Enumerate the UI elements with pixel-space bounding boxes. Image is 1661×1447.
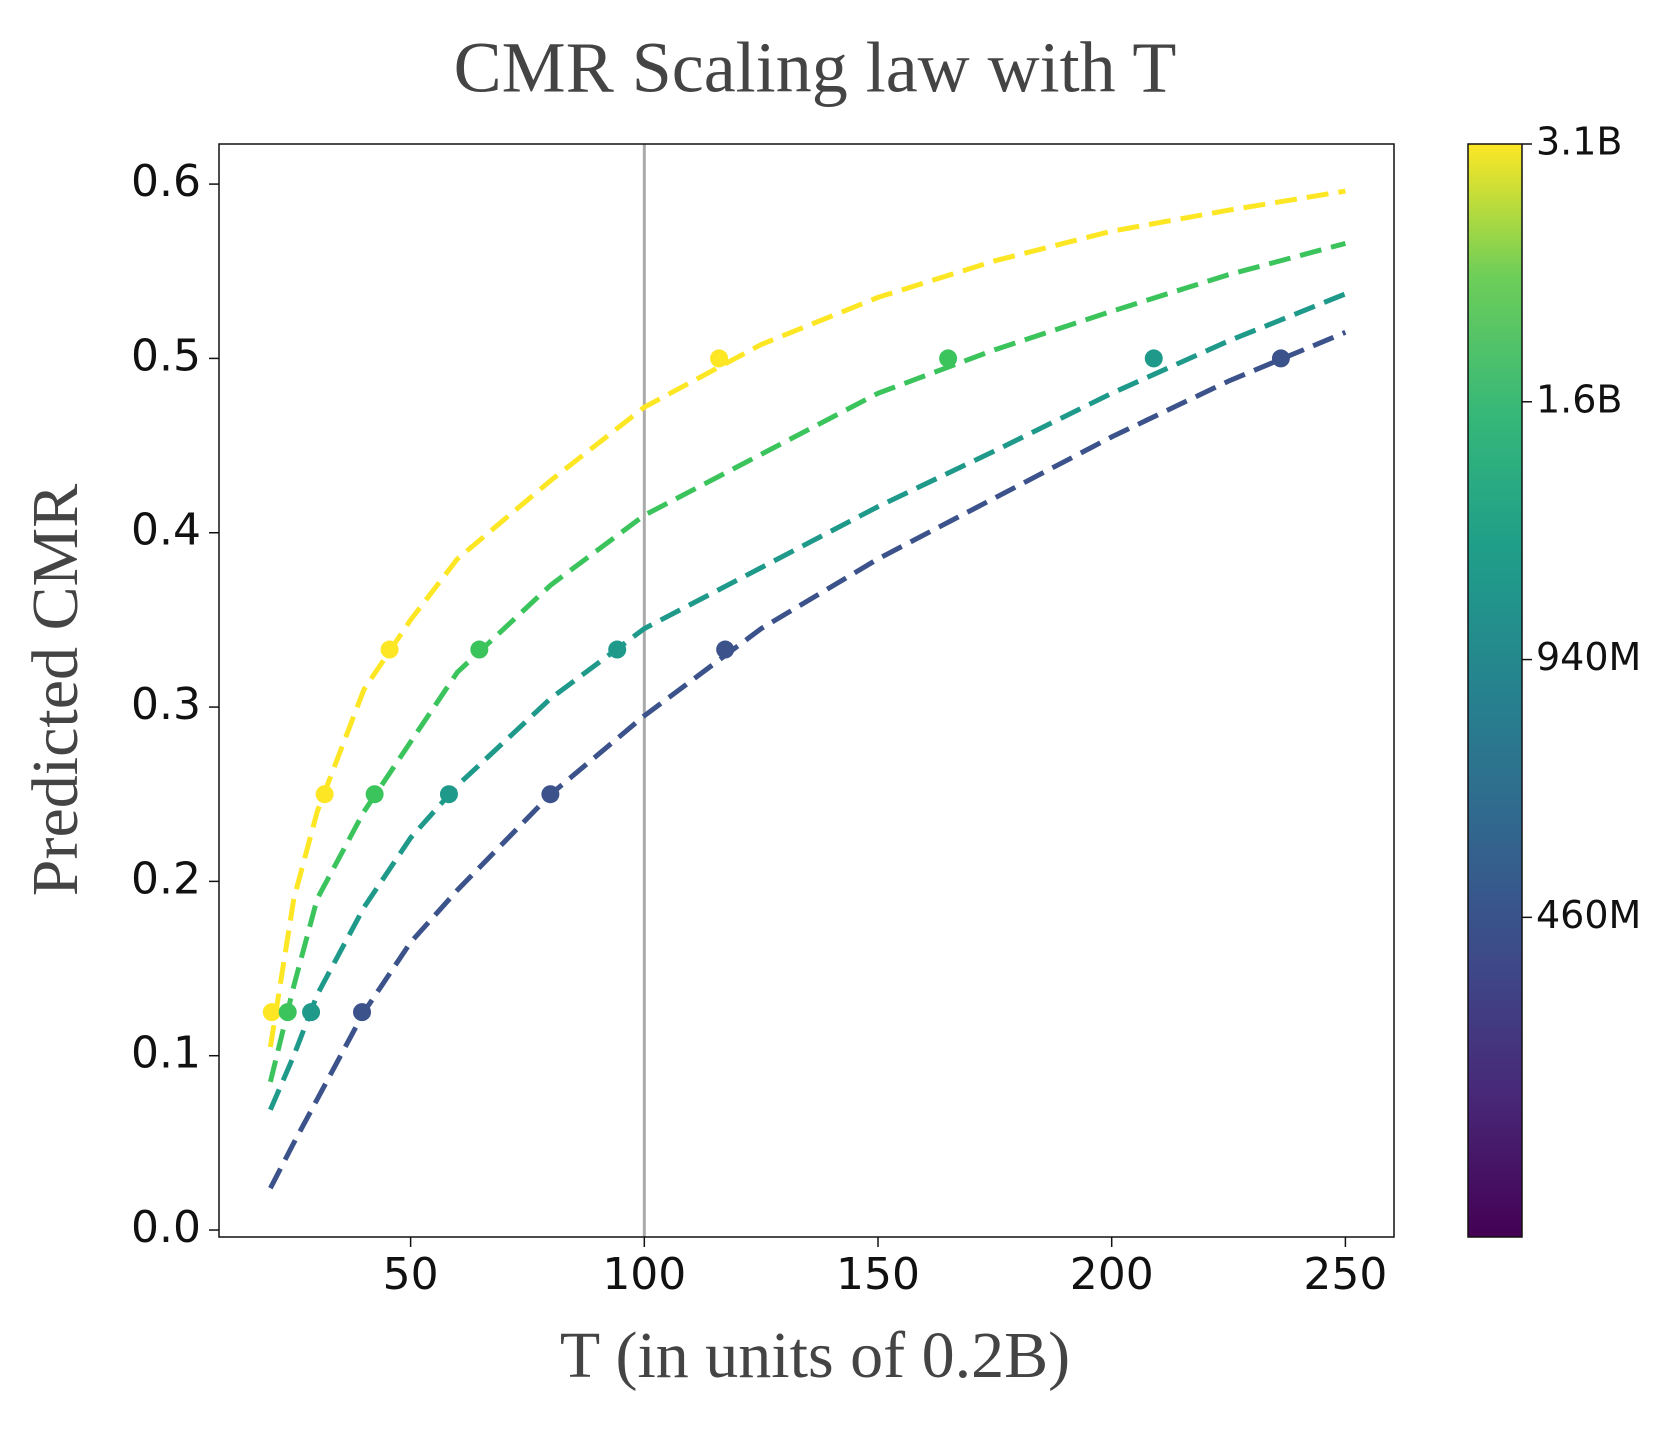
data-point: [380, 640, 399, 659]
fit-curve: [267, 240, 1347, 1083]
data-point: [541, 785, 560, 804]
y-tick-label: 0.6: [131, 156, 201, 207]
data-point: [278, 1003, 297, 1022]
fit-curve: [268, 291, 1347, 1111]
data-point: [262, 1003, 281, 1022]
data-point: [470, 640, 489, 659]
data-point: [302, 1003, 321, 1022]
colorbar: [1467, 143, 1523, 1238]
y-axis-label: Predicted CMR: [19, 484, 92, 896]
y-tick-label: 0.4: [131, 505, 201, 556]
data-point: [353, 1003, 372, 1022]
data-point: [608, 640, 627, 659]
data-point: [1144, 349, 1163, 368]
x-tick-label: 200: [1070, 1249, 1154, 1300]
colorbar-tick-label: 940M: [1536, 635, 1641, 679]
x-tick-label: 100: [602, 1249, 686, 1300]
colorbar-tick-label: 1.6B: [1536, 377, 1623, 421]
data-point: [939, 349, 958, 368]
fit-curve: [268, 329, 1347, 1190]
fit-curve: [267, 188, 1346, 1048]
y-tick-label: 0.1: [131, 1028, 201, 1079]
data-point: [1271, 349, 1290, 368]
x-tick-label: 250: [1303, 1249, 1387, 1300]
x-tick-label: 150: [836, 1249, 920, 1300]
colorbar-tick-label: 460M: [1536, 893, 1641, 937]
x-tick-label: 50: [383, 1249, 439, 1300]
plot-area: [262, 144, 1347, 1237]
chart-title: CMR Scaling law with T: [454, 28, 1177, 108]
data-point: [315, 785, 334, 804]
y-tick-label: 0.2: [131, 853, 201, 904]
axes-frame: [218, 143, 1395, 1238]
y-tick-label: 0.3: [131, 679, 201, 730]
y-tick-label: 0.0: [131, 1202, 201, 1253]
data-point: [710, 349, 729, 368]
colorbar-tick-label: 3.1B: [1536, 120, 1623, 164]
data-point: [439, 785, 458, 804]
data-point: [716, 640, 735, 659]
x-axis-label: T (in units of 0.2B): [560, 1319, 1070, 1392]
data-point: [365, 785, 384, 804]
y-tick-label: 0.5: [131, 330, 201, 381]
